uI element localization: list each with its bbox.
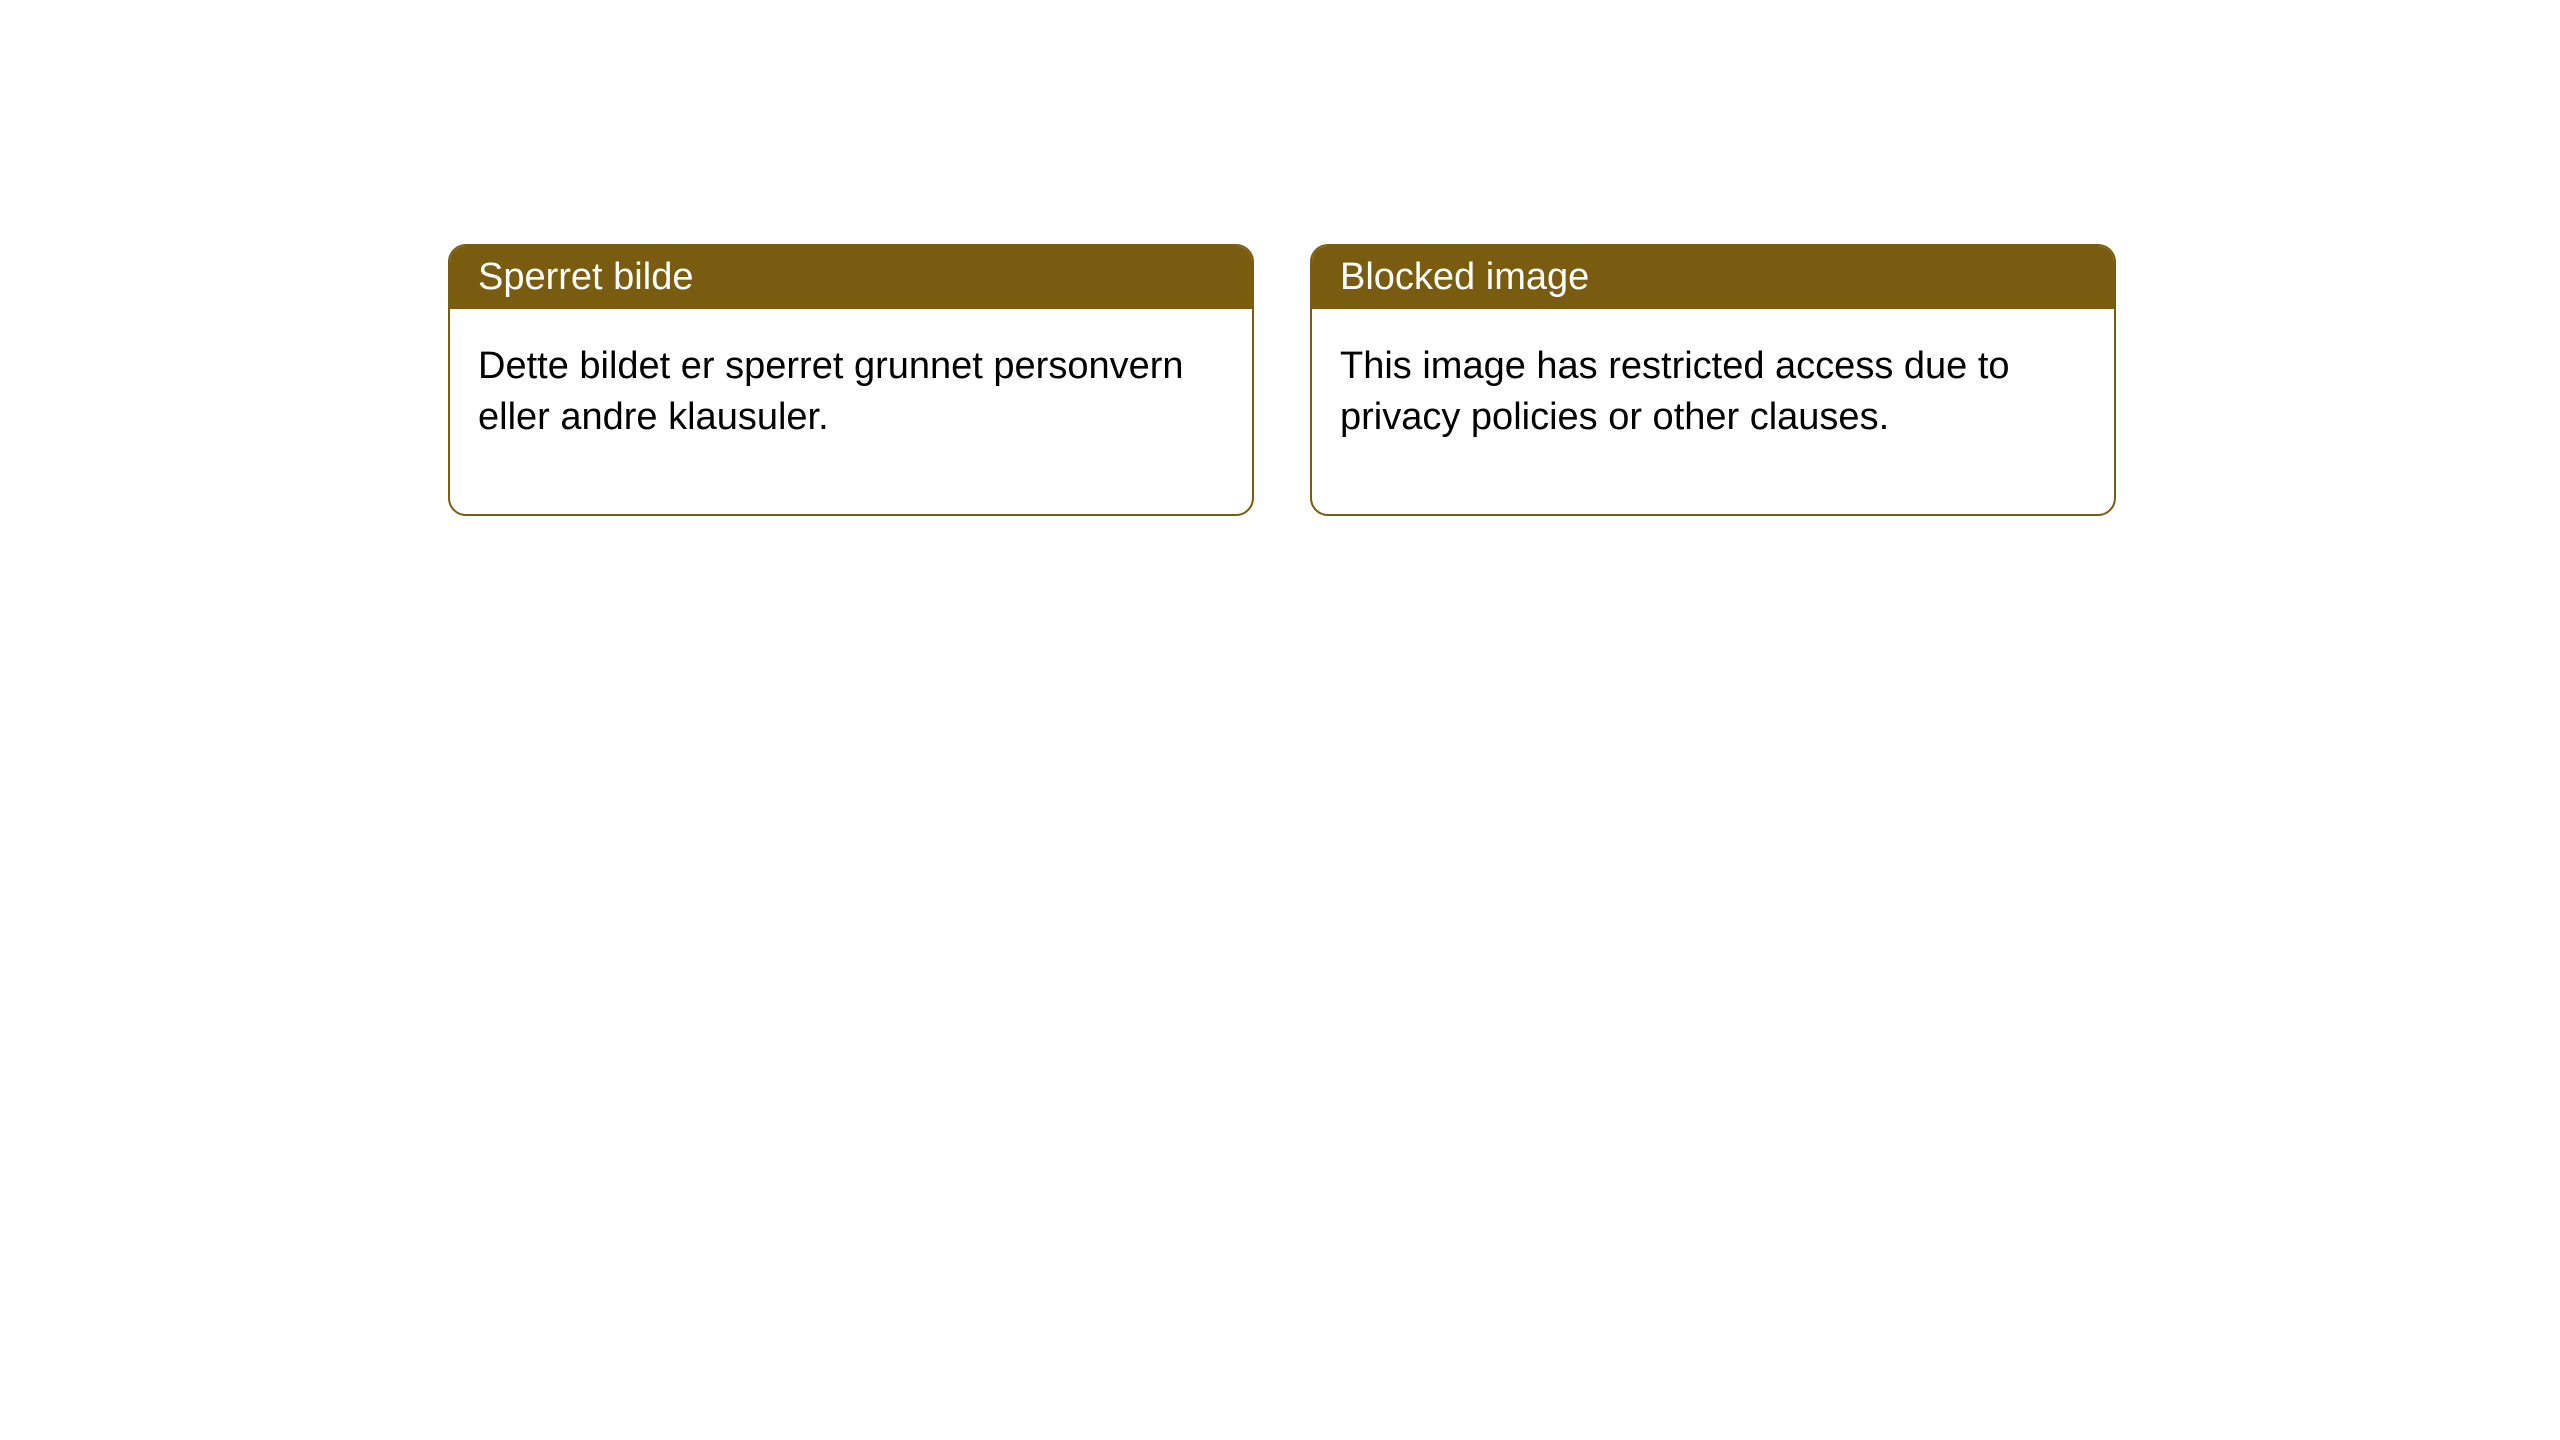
notice-title: Blocked image [1340, 256, 1589, 298]
notice-header: Sperret bilde [450, 246, 1252, 309]
notice-body: Dette bildet er sperret grunnet personve… [450, 309, 1252, 514]
notice-card-norwegian: Sperret bilde Dette bildet er sperret gr… [448, 244, 1254, 516]
notice-card-english: Blocked image This image has restricted … [1310, 244, 2116, 516]
notice-message: Dette bildet er sperret grunnet personve… [478, 345, 1184, 438]
notice-body: This image has restricted access due to … [1312, 309, 2114, 514]
notice-title: Sperret bilde [478, 256, 693, 298]
notice-container: Sperret bilde Dette bildet er sperret gr… [0, 0, 2560, 516]
notice-header: Blocked image [1312, 246, 2114, 309]
notice-message: This image has restricted access due to … [1340, 345, 2010, 438]
